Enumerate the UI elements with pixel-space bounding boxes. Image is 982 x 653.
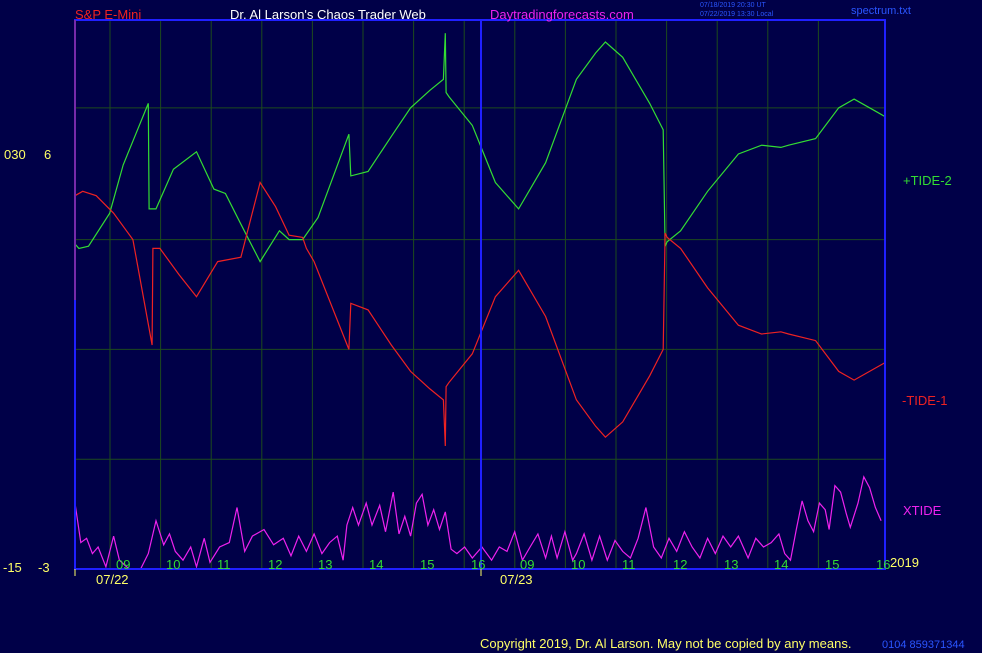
- left-axis-bottom-left: -15: [3, 560, 22, 575]
- hour-label: 15: [420, 557, 435, 572]
- date-label-day1: 07/22: [96, 572, 129, 587]
- hour-label: 10: [571, 557, 586, 572]
- series-line--tide-1: [74, 181, 886, 447]
- hour-label: 09: [116, 557, 131, 572]
- site-name: Dr. Al Larson's Chaos Trader Web: [230, 7, 426, 22]
- series-line-xtide: [74, 475, 882, 570]
- hour-label: 13: [318, 557, 333, 572]
- left-axis-top-left: 030: [4, 147, 26, 162]
- symbol-title: S&P E-Mini: [75, 7, 142, 22]
- hour-label: 12: [268, 557, 283, 572]
- year-label: 2019: [890, 555, 919, 570]
- hour-label: 11: [217, 557, 231, 572]
- hour-label: 09: [520, 557, 535, 572]
- timestamp-local: 07/22/2019 13:30 Local: [700, 11, 774, 18]
- legend-tide-plus: +TIDE-2: [903, 173, 952, 188]
- left-axis-bottom-right: -3: [38, 560, 50, 575]
- hour-label: 10: [166, 557, 181, 572]
- date-label-day2: 07/23: [500, 572, 533, 587]
- id-code: 0104 859371344: [882, 639, 965, 651]
- hour-label: 14: [369, 557, 384, 572]
- chart-frame: [74, 19, 886, 570]
- legend-xtide: XTIDE: [903, 503, 942, 518]
- hour-label: 16: [471, 557, 486, 572]
- hour-label: 13: [724, 557, 739, 572]
- site-url: Daytradingforecasts.com: [490, 7, 634, 22]
- copyright-notice: Copyright 2019, Dr. Al Larson. May not b…: [480, 636, 852, 651]
- hour-label: 15: [825, 557, 840, 572]
- chart-ticks: [74, 569, 482, 576]
- timestamp-ut: 07/18/2019 20:30 UT: [700, 2, 766, 9]
- hour-label: 16: [876, 557, 891, 572]
- hour-label: 14: [774, 557, 789, 572]
- left-axis-top-right: 6: [44, 147, 52, 162]
- hour-label: 12: [673, 557, 688, 572]
- legend-tide-minus: -TIDE-1: [902, 393, 948, 408]
- series-line--tide-2: [74, 33, 886, 263]
- file-name: spectrum.txt: [851, 5, 911, 17]
- hour-label: 11: [622, 557, 636, 572]
